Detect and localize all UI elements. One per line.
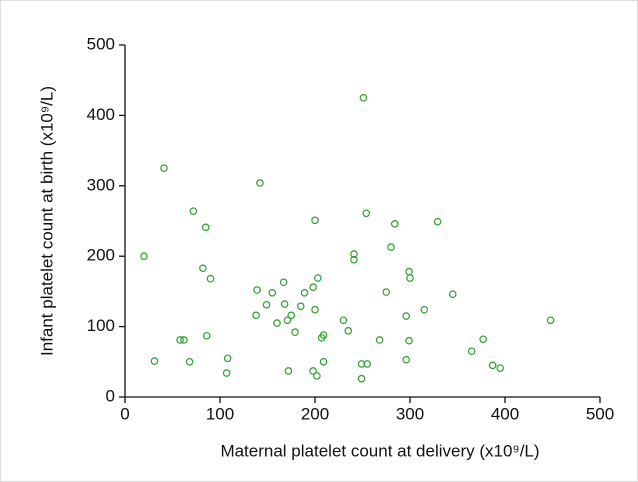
- point: [448, 290, 457, 299]
- point: [180, 336, 188, 344]
- point: [350, 250, 358, 258]
- point: [284, 367, 293, 375]
- point: [467, 347, 476, 356]
- x-tick-label: 400: [491, 404, 519, 423]
- point: [222, 369, 231, 377]
- point: [268, 289, 277, 297]
- point: [382, 288, 391, 296]
- point: [262, 300, 271, 309]
- point: [296, 302, 305, 310]
- y-tick-label: 500: [87, 34, 115, 53]
- point: [387, 243, 395, 251]
- y-tick-label: 100: [87, 316, 115, 335]
- point: [309, 367, 317, 375]
- point: [287, 311, 296, 320]
- y-tick-label: 400: [87, 105, 115, 124]
- point: [140, 252, 148, 261]
- point: [375, 336, 384, 344]
- x-axis-label: Maternal platelet count at delivery (x10…: [220, 441, 539, 460]
- point: [314, 274, 322, 282]
- y-tick-label: 0: [106, 386, 115, 405]
- point: [176, 336, 184, 344]
- point: [359, 94, 368, 102]
- point: [357, 360, 366, 368]
- point: [420, 305, 429, 314]
- point: [357, 374, 366, 383]
- point: [150, 357, 159, 365]
- point: [546, 316, 555, 325]
- point: [479, 335, 487, 344]
- point: [350, 255, 358, 264]
- point: [223, 354, 232, 363]
- point: [256, 179, 264, 187]
- point: [405, 336, 413, 345]
- y-tick-label: 300: [87, 175, 115, 194]
- point: [283, 316, 292, 325]
- point: [300, 289, 309, 297]
- point: [406, 274, 414, 282]
- point: [363, 360, 372, 368]
- point: [280, 300, 289, 308]
- point: [199, 264, 207, 272]
- point: [160, 164, 168, 173]
- point: [253, 286, 261, 294]
- point: [189, 207, 198, 215]
- x-tick-label: 500: [586, 404, 614, 423]
- point: [279, 278, 288, 287]
- point: [206, 274, 215, 283]
- x-tick-label: 0: [120, 404, 129, 423]
- point: [313, 372, 321, 380]
- point: [339, 316, 348, 325]
- point: [185, 357, 194, 366]
- point: [311, 216, 319, 225]
- y-tick-label: 200: [87, 246, 115, 265]
- point: [402, 312, 411, 320]
- point: [201, 223, 210, 232]
- point: [202, 331, 211, 340]
- x-tick-label: 300: [396, 404, 424, 423]
- point: [496, 364, 505, 372]
- point: [319, 357, 328, 366]
- point: [344, 327, 353, 335]
- x-tick-label: 100: [206, 404, 234, 423]
- point: [319, 331, 328, 339]
- point: [291, 328, 299, 337]
- point: [252, 311, 260, 320]
- point: [488, 361, 497, 370]
- x-tick-label: 200: [301, 404, 329, 423]
- point: [433, 217, 442, 226]
- point: [402, 355, 411, 364]
- point: [309, 283, 317, 291]
- point: [273, 319, 281, 327]
- point: [311, 305, 319, 314]
- point: [362, 209, 371, 218]
- point: [390, 220, 399, 228]
- y-axis-label: Infant platelet count at birth (x10⁹/L): [37, 86, 56, 356]
